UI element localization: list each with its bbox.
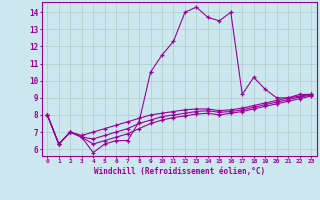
X-axis label: Windchill (Refroidissement éolien,°C): Windchill (Refroidissement éolien,°C) bbox=[94, 167, 265, 176]
